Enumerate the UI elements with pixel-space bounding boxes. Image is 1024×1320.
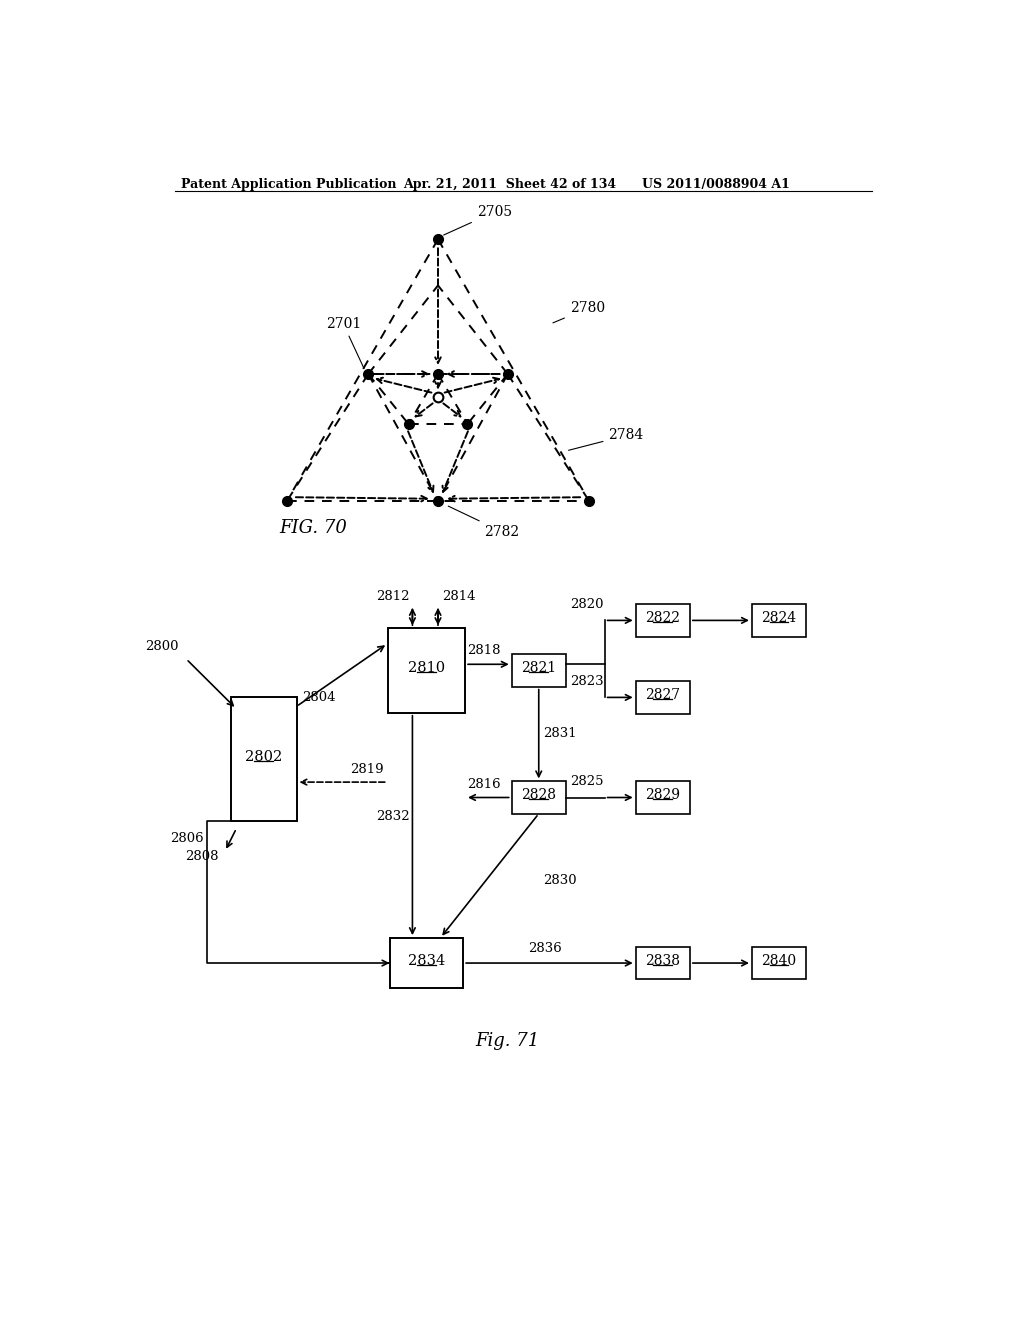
Text: 2800: 2800	[144, 640, 178, 653]
Text: 2830: 2830	[543, 874, 577, 887]
Text: Apr. 21, 2011  Sheet 42 of 134: Apr. 21, 2011 Sheet 42 of 134	[403, 178, 616, 190]
Text: FIG. 70: FIG. 70	[280, 519, 347, 537]
Text: 2818: 2818	[467, 644, 500, 656]
Text: Patent Application Publication: Patent Application Publication	[180, 178, 396, 190]
FancyBboxPatch shape	[636, 946, 690, 979]
Text: US 2011/0088904 A1: US 2011/0088904 A1	[642, 178, 790, 190]
Text: 2836: 2836	[527, 942, 561, 956]
Text: 2784: 2784	[568, 429, 644, 450]
Text: 2812: 2812	[376, 590, 410, 603]
Text: 2804: 2804	[302, 690, 336, 704]
Text: 2819: 2819	[350, 763, 384, 776]
Text: 2802: 2802	[245, 750, 283, 764]
Text: 2816: 2816	[467, 779, 501, 792]
FancyBboxPatch shape	[752, 946, 806, 979]
FancyBboxPatch shape	[512, 655, 566, 686]
Text: 2831: 2831	[543, 727, 577, 741]
Text: 2834: 2834	[408, 954, 445, 968]
FancyBboxPatch shape	[636, 605, 690, 636]
Text: 2828: 2828	[521, 788, 556, 803]
Text: 2701: 2701	[326, 317, 364, 368]
Text: 2824: 2824	[762, 611, 797, 626]
Text: 2814: 2814	[442, 590, 475, 603]
Text: 2823: 2823	[569, 675, 603, 688]
FancyBboxPatch shape	[636, 681, 690, 714]
Text: 2780: 2780	[553, 301, 605, 323]
Text: 2822: 2822	[645, 611, 680, 626]
Text: 2705: 2705	[443, 205, 512, 235]
FancyBboxPatch shape	[230, 697, 297, 821]
Text: Fig. 71: Fig. 71	[475, 1032, 540, 1051]
FancyBboxPatch shape	[389, 939, 463, 989]
FancyBboxPatch shape	[388, 628, 465, 713]
Text: 2810: 2810	[408, 661, 445, 675]
Text: 2840: 2840	[762, 954, 797, 968]
FancyBboxPatch shape	[752, 605, 806, 636]
Text: 2832: 2832	[376, 810, 410, 824]
Text: 2821: 2821	[521, 661, 556, 675]
Text: 2838: 2838	[645, 954, 680, 968]
FancyBboxPatch shape	[512, 781, 566, 813]
Text: 2808: 2808	[185, 850, 219, 863]
Text: 2820: 2820	[569, 598, 603, 611]
Text: 2806: 2806	[170, 832, 204, 845]
FancyBboxPatch shape	[636, 781, 690, 813]
Text: 2827: 2827	[645, 688, 680, 702]
Text: 2782: 2782	[449, 506, 519, 539]
Text: 2825: 2825	[569, 775, 603, 788]
Text: 2829: 2829	[645, 788, 680, 803]
